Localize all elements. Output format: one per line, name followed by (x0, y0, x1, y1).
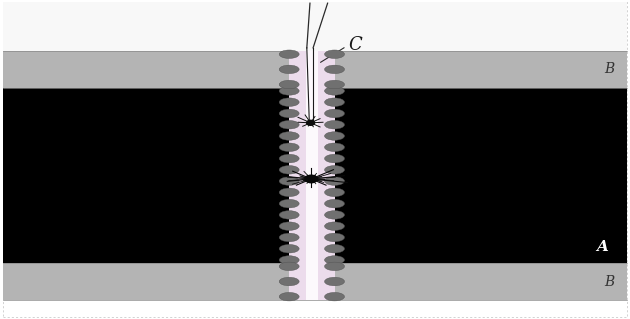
Ellipse shape (306, 120, 316, 126)
Ellipse shape (279, 293, 299, 301)
Ellipse shape (279, 50, 299, 58)
Ellipse shape (279, 80, 299, 89)
Ellipse shape (324, 65, 345, 74)
Ellipse shape (279, 65, 299, 74)
Ellipse shape (279, 166, 299, 174)
Ellipse shape (324, 222, 345, 230)
Text: B: B (604, 275, 614, 288)
Ellipse shape (324, 293, 345, 301)
Ellipse shape (324, 50, 345, 58)
Ellipse shape (279, 199, 299, 208)
Ellipse shape (304, 174, 318, 183)
Ellipse shape (279, 244, 299, 253)
Ellipse shape (279, 256, 299, 264)
Ellipse shape (324, 244, 345, 253)
Ellipse shape (324, 277, 345, 286)
Ellipse shape (324, 98, 345, 107)
Ellipse shape (324, 80, 345, 89)
Bar (3, 2, 627, 51)
Ellipse shape (324, 177, 345, 185)
Ellipse shape (279, 222, 299, 230)
Ellipse shape (279, 109, 299, 118)
Ellipse shape (279, 262, 299, 271)
Bar (306, 51, 318, 300)
Ellipse shape (324, 262, 345, 271)
Bar (3, 88, 627, 263)
Ellipse shape (324, 121, 345, 129)
Text: B: B (604, 63, 614, 76)
Ellipse shape (324, 143, 345, 152)
Bar (289, 51, 335, 300)
Ellipse shape (279, 211, 299, 219)
Ellipse shape (324, 109, 345, 118)
Ellipse shape (324, 166, 345, 174)
Ellipse shape (324, 256, 345, 264)
Ellipse shape (279, 277, 299, 286)
Ellipse shape (324, 188, 345, 197)
Ellipse shape (279, 121, 299, 129)
Ellipse shape (279, 188, 299, 197)
Ellipse shape (279, 177, 299, 185)
Ellipse shape (279, 98, 299, 107)
Ellipse shape (324, 199, 345, 208)
Bar (3, 263, 627, 300)
Ellipse shape (279, 143, 299, 152)
Ellipse shape (324, 211, 345, 219)
Ellipse shape (324, 233, 345, 242)
Ellipse shape (324, 87, 345, 95)
Ellipse shape (324, 154, 345, 163)
Ellipse shape (279, 87, 299, 95)
Ellipse shape (279, 154, 299, 163)
Ellipse shape (279, 233, 299, 242)
Ellipse shape (324, 132, 345, 140)
Text: A: A (596, 240, 608, 254)
Bar (3, 51, 627, 88)
Ellipse shape (279, 132, 299, 140)
Text: C: C (348, 36, 362, 54)
